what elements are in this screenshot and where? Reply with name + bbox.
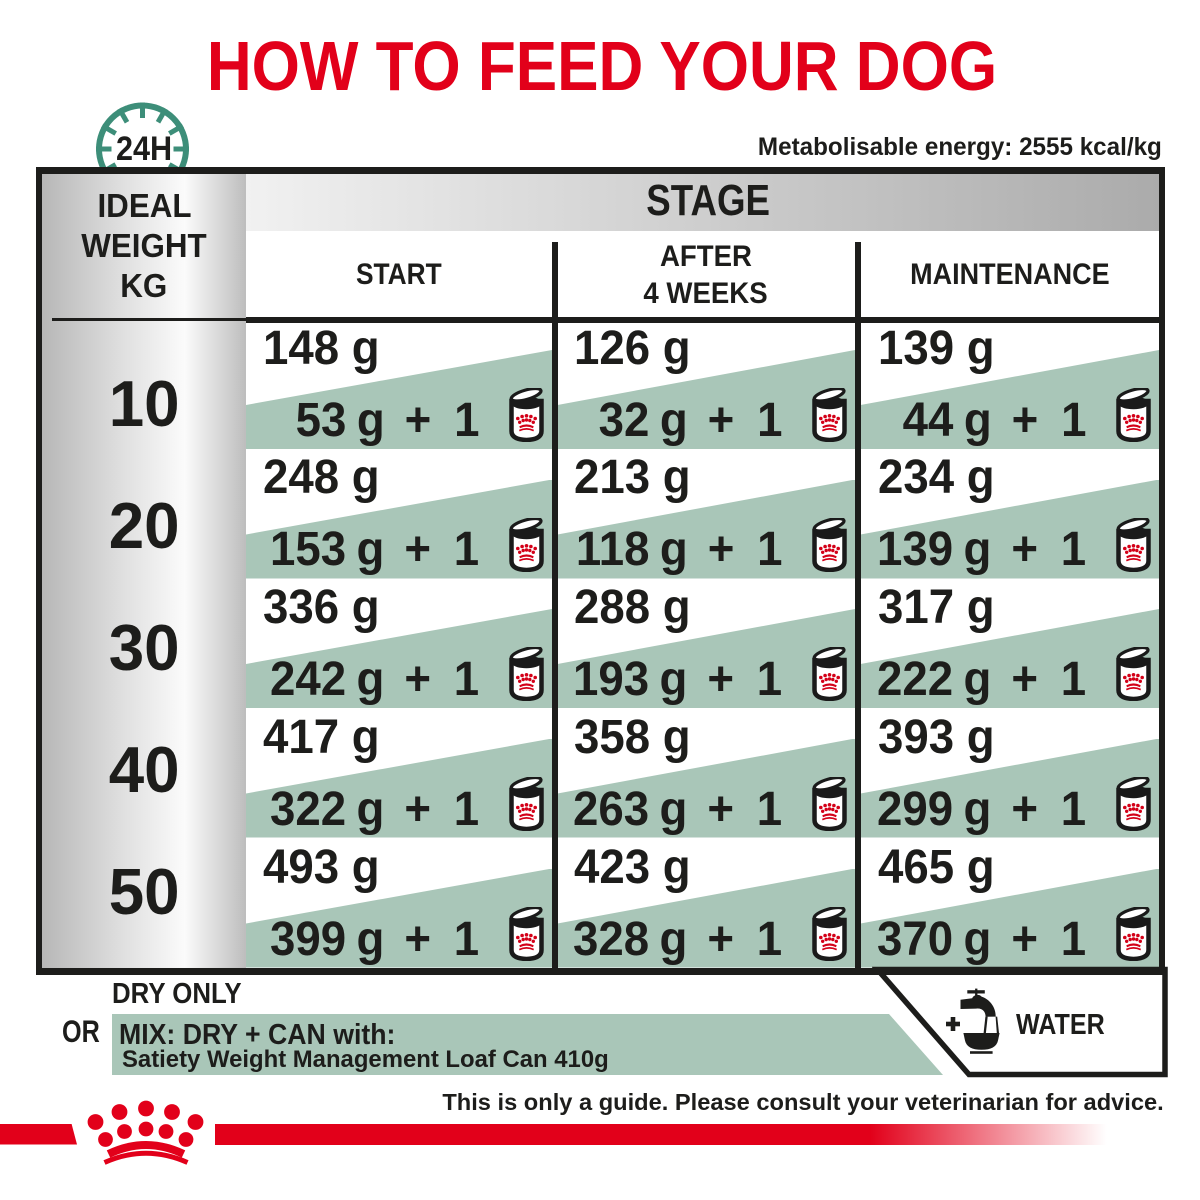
svg-text:24H: 24H <box>116 130 172 168</box>
